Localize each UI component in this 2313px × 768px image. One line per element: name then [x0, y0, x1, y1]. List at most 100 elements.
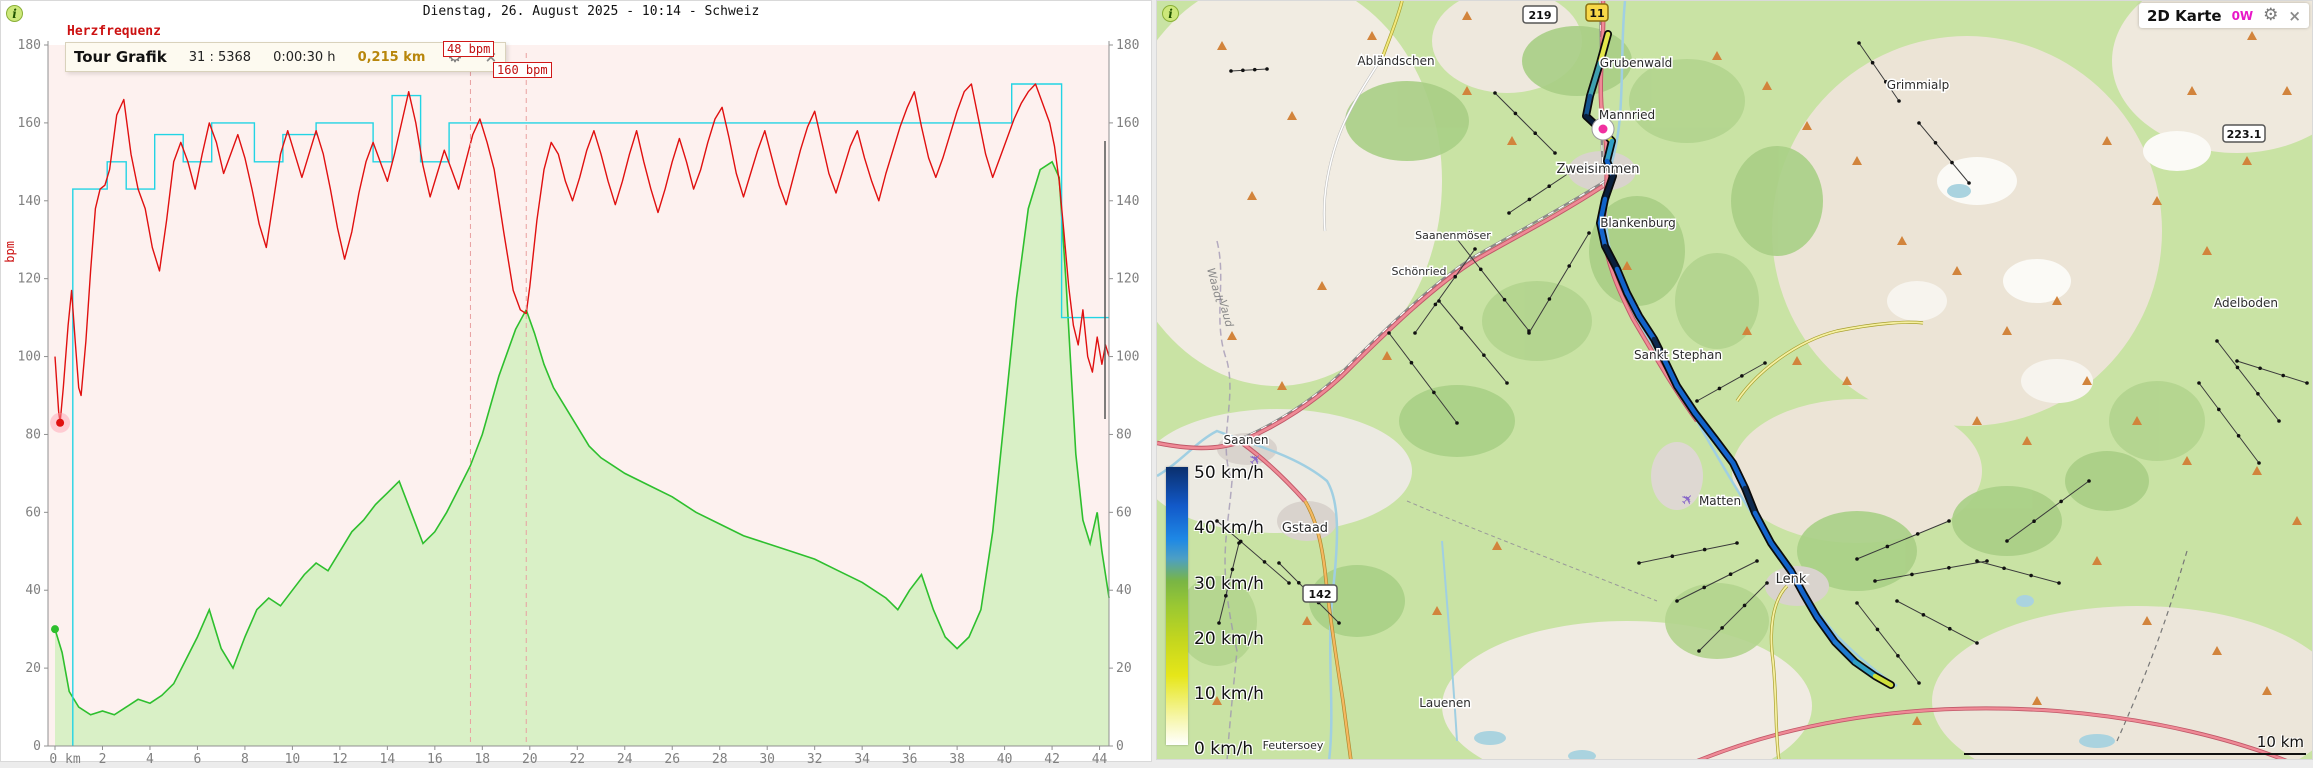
peak-icon	[2032, 696, 2042, 705]
x-tick-label: 34	[854, 752, 870, 763]
mountain-peaks-layer	[1212, 11, 2302, 725]
map-titlebar[interactable]: 2D Karte 0W ⚙ ×	[2138, 3, 2309, 28]
town-label[interactable]: Abländschen	[1356, 53, 1436, 70]
x-tick-label: 14	[380, 752, 396, 763]
town-label[interactable]: Feutersoey	[1261, 738, 1325, 754]
info-icon[interactable]: i	[6, 5, 23, 22]
route-segment[interactable]	[1768, 540, 1794, 574]
peak-icon	[2252, 466, 2262, 475]
info-icon[interactable]: i	[1162, 5, 1179, 22]
town-label[interactable]: Schönried	[1390, 264, 1448, 280]
route-segment[interactable]	[1788, 568, 1806, 596]
town-label[interactable]: Zweisimmen	[1555, 161, 1641, 179]
map-canvas[interactable]: ✈✈Abländschen GrubenwaldMannriedZweisimme…	[1157, 1, 2313, 760]
y-tick-label-right: 120	[1116, 272, 1139, 287]
y-tick-label-right: 0	[1116, 739, 1124, 754]
tour-grafik-toolbar[interactable]: Tour Grafik 31 : 5368 0:00:30 h 0,215 km…	[65, 42, 507, 72]
x-tick-label: 28	[712, 752, 728, 763]
town-label[interactable]: Blankenburg	[1599, 215, 1678, 232]
ski-lift	[2198, 382, 2260, 464]
route-segment[interactable]	[1597, 220, 1608, 249]
town-label[interactable]: Grimmialp	[1885, 77, 1951, 94]
legend-label-0: 0 km/h	[1194, 739, 1254, 759]
peak-icon	[1227, 331, 1237, 340]
peak-icon	[2002, 326, 2012, 335]
road-sign	[1585, 3, 1609, 22]
route-segment[interactable]	[1583, 93, 1593, 119]
route-segment[interactable]	[1636, 313, 1657, 342]
chart-series-label: Herzfrequenz	[67, 24, 161, 39]
route-segment[interactable]	[1814, 614, 1838, 645]
town-label[interactable]: Matten	[1697, 493, 1742, 510]
route-segment[interactable]	[1662, 358, 1680, 389]
y-tick-label: 100	[18, 350, 41, 365]
town-label[interactable]: Saanen	[1222, 432, 1270, 449]
gps-track-layer[interactable]	[1582, 30, 1895, 689]
route-segment[interactable]	[1597, 196, 1608, 226]
ski-lift	[1414, 248, 1476, 334]
peak-icon	[1277, 381, 1287, 390]
town-label[interactable]: Gstaad	[1280, 520, 1329, 538]
ski-lift	[1494, 92, 1556, 154]
heartrate-elevation-chart[interactable]: 0 0 20 20 40 40 60 60 80 80 100 100 120 120 140 140 160 1…	[1, 1, 1153, 763]
y-tick-label-right: 100	[1116, 350, 1139, 365]
y-tick-label: 60	[25, 505, 41, 520]
route-segment[interactable]	[1674, 383, 1698, 416]
elapsed-time: 0:00:30 h	[273, 49, 336, 65]
x-tick-label: 36	[902, 752, 918, 763]
peak-icon	[1432, 606, 1442, 615]
road-sign-label: 11	[1589, 7, 1604, 20]
route-segment[interactable]	[1587, 60, 1603, 99]
marker-flag-low[interactable]: 48 bpm	[443, 41, 495, 57]
town-label[interactable]: Lenk	[1774, 571, 1808, 589]
route-segment[interactable]	[1597, 31, 1611, 66]
route-segment[interactable]	[1730, 460, 1748, 491]
peak-icon	[1802, 121, 1812, 130]
route-segment[interactable]	[1800, 590, 1820, 620]
route-segment[interactable]	[1602, 173, 1616, 202]
route-segment[interactable]	[1742, 485, 1758, 516]
ski-lift	[1456, 238, 1530, 332]
peak-icon	[1367, 31, 1377, 40]
heartrate-line	[54, 83, 1110, 424]
ski-lift	[1856, 602, 1920, 684]
town-label[interactable]: Adelboden	[2213, 295, 2280, 312]
route-segment[interactable]	[1614, 266, 1630, 296]
marker-flag-high[interactable]: 160 bpm	[493, 62, 552, 78]
town-label[interactable]: Grubenwald	[1598, 55, 1674, 72]
town-label[interactable]: Mannried	[1597, 107, 1656, 124]
route-segment[interactable]	[1624, 290, 1642, 319]
route-segment[interactable]	[1712, 436, 1736, 466]
route-segment[interactable]	[1832, 639, 1858, 665]
ski-lift	[1438, 300, 1508, 384]
route-segment[interactable]	[1602, 243, 1620, 272]
position-dot[interactable]	[56, 418, 65, 427]
town-label[interactable]: Saanenmöser	[1414, 228, 1493, 244]
town-label[interactable]: Lauenen	[1418, 695, 1473, 712]
gear-icon[interactable]: ⚙	[2263, 5, 2279, 25]
road-signs-layer: 219 11 223.1 142	[1302, 3, 2266, 603]
y-tick-label-right: 140	[1116, 194, 1139, 209]
close-icon[interactable]: ×	[2288, 6, 2301, 25]
route-segment[interactable]	[1752, 510, 1774, 546]
y-tick-label-right: 20	[1116, 661, 1132, 676]
x-tick-label: 20	[522, 752, 538, 763]
route-segment[interactable]	[1604, 138, 1615, 164]
peak-icon	[1792, 356, 1802, 365]
town-label[interactable]: Sankt Stephan	[1633, 347, 1724, 364]
peak-icon	[1912, 716, 1922, 725]
route-segment[interactable]	[1692, 410, 1718, 442]
x-tick-label: 12	[332, 752, 348, 763]
peak-icon	[1712, 51, 1722, 60]
route-segment[interactable]	[1604, 158, 1616, 179]
legend-label-10: 10 km/h	[1194, 684, 1264, 704]
map-title: 2D Karte	[2146, 6, 2222, 25]
route-segment[interactable]	[1872, 673, 1894, 688]
peak-icon	[1317, 281, 1327, 290]
legend-label-50: 50 km/h	[1194, 463, 1264, 483]
route-segment[interactable]	[1651, 336, 1668, 364]
route-segment[interactable]	[1852, 659, 1878, 679]
peak-icon	[1972, 416, 1982, 425]
secondary-roads	[1303, 1, 1924, 759]
map-scalebar: 10 km	[1964, 733, 2306, 759]
